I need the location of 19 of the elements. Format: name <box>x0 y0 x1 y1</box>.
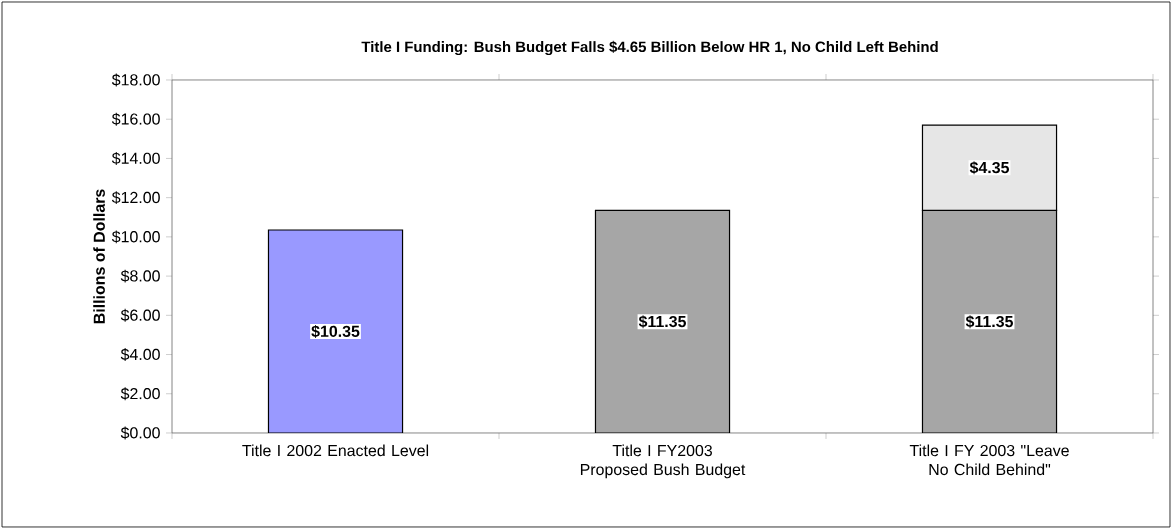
data-label: $11.35 <box>965 315 1013 329</box>
data-label: $10.35 <box>311 324 360 339</box>
y-tick-label: $14.00 <box>111 151 160 165</box>
y-axis-title: Billions of Dollars <box>93 189 105 324</box>
y-tick-label: $6.00 <box>120 308 160 322</box>
chart-title: Title I Funding: Bush Budget Falls $4.65 Billion Below HR 1, No Child Left Behind <box>361 40 938 56</box>
y-tick-label: $18.00 <box>111 73 160 87</box>
y-tick-label: $8.00 <box>120 269 160 283</box>
y-tick-label: $4.00 <box>120 348 160 361</box>
data-label: $4.35 <box>969 161 1010 175</box>
y-tick-label: $16.00 <box>111 112 160 126</box>
y-tick-label: $0.00 <box>120 426 160 440</box>
data-label: $11.35 <box>638 315 686 329</box>
y-tick-label: $10.00 <box>111 230 160 244</box>
y-tick-label: $12.00 <box>111 191 160 205</box>
y-tick-label: $2.00 <box>120 387 160 401</box>
x-tick-label: Title I FY 2003 "Leave No Child Behind" <box>909 444 1069 476</box>
x-tick-label: Title I 2002 Enacted Level <box>242 444 429 457</box>
x-tick-label: Title I FY2003 Proposed Bush Budget <box>580 444 746 479</box>
